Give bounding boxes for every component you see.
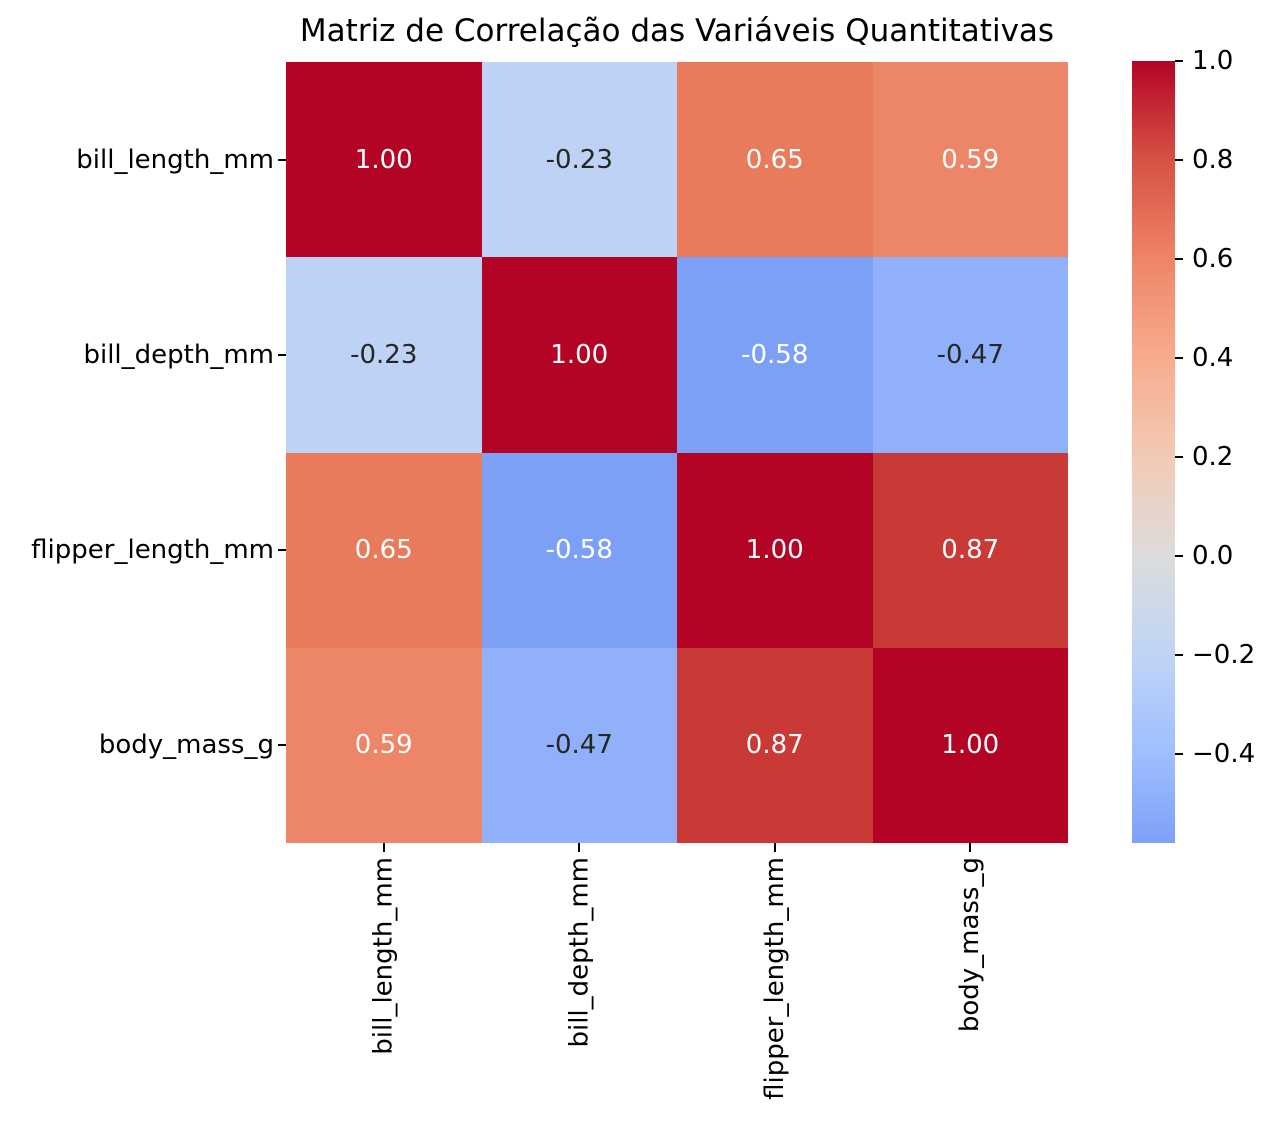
y-tick-mark xyxy=(278,549,286,552)
cell-value: -0.23 xyxy=(545,144,613,175)
colorbar-tick-mark xyxy=(1175,257,1183,260)
heatmap-cell-body_mass_g-flipper_length_mm: 0.87 xyxy=(677,647,873,843)
colorbar-tick-label: 0.2 xyxy=(1192,441,1234,472)
heatmap-cell-bill_depth_mm-body_mass_g: -0.47 xyxy=(872,257,1068,453)
colorbar-tick-label: 1.0 xyxy=(1192,46,1234,76)
colorbar-tick-label: 0.0 xyxy=(1192,540,1234,571)
cell-value: -0.23 xyxy=(350,339,418,370)
cell-value: 0.65 xyxy=(745,144,804,175)
cell-value: 1.00 xyxy=(745,535,804,566)
y-tick-label-body_mass_g: body_mass_g xyxy=(98,730,274,761)
x-tick-label-body_mass_g: body_mass_g xyxy=(955,857,986,1033)
heatmap-grid: 1.00 -0.23 0.65 0.59 -0.23 1.00 -0.58 -0.47 0.65… xyxy=(286,62,1068,843)
colorbar-tick-mark xyxy=(1175,60,1183,62)
x-tick-mark xyxy=(382,843,385,852)
y-tick-mark xyxy=(278,158,286,161)
colorbar-tick-label: 0.8 xyxy=(1192,144,1234,175)
y-tick-label-bill_length_mm: bill_length_mm xyxy=(76,144,274,175)
y-tick-mark xyxy=(278,353,286,356)
y-tick-label-flipper_length_mm: flipper_length_mm xyxy=(31,535,274,566)
x-tick-label-flipper_length_mm: flipper_length_mm xyxy=(759,857,790,1100)
cell-value: 1.00 xyxy=(550,339,609,370)
heatmap-cell-bill_length_mm-bill_length_mm: 1.00 xyxy=(286,62,482,258)
heatmap-cell-body_mass_g-body_mass_g: 1.00 xyxy=(872,647,1068,843)
x-tick-mark xyxy=(969,843,972,852)
heatmap-cell-bill_depth_mm-bill_depth_mm: 1.00 xyxy=(481,257,677,453)
colorbar-tick-mark xyxy=(1175,158,1183,161)
cell-value: 0.59 xyxy=(354,730,413,761)
colorbar xyxy=(1132,61,1175,843)
colorbar-tick-mark xyxy=(1175,752,1183,755)
colorbar-tick-mark xyxy=(1175,455,1183,458)
chart-title: Matriz de Correlação das Variáveis Quant… xyxy=(299,13,1055,49)
heatmap-cell-bill_length_mm-body_mass_g: 0.59 xyxy=(872,62,1068,258)
heatmap-cell-flipper_length_mm-bill_length_mm: 0.65 xyxy=(286,452,482,648)
x-tick-mark xyxy=(773,843,776,852)
cell-value: -0.47 xyxy=(936,339,1004,370)
colorbar-tick-label: −0.4 xyxy=(1192,738,1256,769)
heatmap-cell-body_mass_g-bill_depth_mm: -0.47 xyxy=(481,647,677,843)
y-tick-label-bill_depth_mm: bill_depth_mm xyxy=(83,339,274,370)
cell-value: 1.00 xyxy=(941,730,1000,761)
x-tick-label-bill_length_mm: bill_length_mm xyxy=(368,857,399,1055)
cell-value: 0.87 xyxy=(745,730,804,761)
cell-value: 0.87 xyxy=(941,535,1000,566)
heatmap-cell-bill_length_mm-flipper_length_mm: 0.65 xyxy=(677,62,873,258)
heatmap-cell-bill_length_mm-bill_depth_mm: -0.23 xyxy=(481,62,677,258)
cell-value: 0.65 xyxy=(354,535,413,566)
heatmap-cell-flipper_length_mm-body_mass_g: 0.87 xyxy=(872,452,1068,648)
heatmap-cell-flipper_length_mm-flipper_length_mm: 1.00 xyxy=(677,452,873,648)
cell-value: -0.58 xyxy=(545,535,613,566)
heatmap-cell-body_mass_g-bill_length_mm: 0.59 xyxy=(286,647,482,843)
y-tick-mark xyxy=(278,744,286,747)
x-tick-mark xyxy=(578,843,581,852)
cell-value: -0.58 xyxy=(741,339,809,370)
colorbar-tick-label: 0.4 xyxy=(1192,342,1234,373)
colorbar-tick-label: 0.6 xyxy=(1192,243,1234,274)
heatmap-cell-bill_depth_mm-bill_length_mm: -0.23 xyxy=(286,257,482,453)
colorbar-tick-mark xyxy=(1175,653,1183,656)
x-tick-label-bill_depth_mm: bill_depth_mm xyxy=(564,857,595,1048)
cell-value: 0.59 xyxy=(941,144,1000,175)
heatmap-cell-flipper_length_mm-bill_depth_mm: -0.58 xyxy=(481,452,677,648)
cell-value: 1.00 xyxy=(354,144,413,175)
colorbar-tick-mark xyxy=(1175,356,1183,359)
cell-value: -0.47 xyxy=(545,730,613,761)
colorbar-tick-mark xyxy=(1175,554,1183,557)
colorbar-tick-label: −0.2 xyxy=(1192,639,1256,670)
heatmap-cell-bill_depth_mm-flipper_length_mm: -0.58 xyxy=(677,257,873,453)
